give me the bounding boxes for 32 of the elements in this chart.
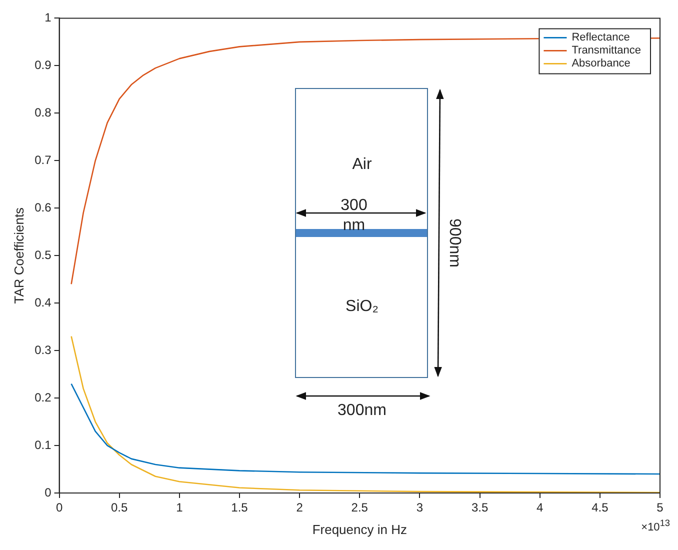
x-tick-label: 1.5 [231,500,248,515]
y-tick-label: 1 [44,10,52,25]
annotation: SiO₂ [344,298,380,316]
x-tick-label: 4.5 [592,500,609,515]
legend-label: Transmittance [572,44,642,57]
x-tick-label: 0 [56,500,63,515]
legend-label: Absorbance [572,58,630,70]
x-tick-label: 5 [656,500,664,515]
y-tick-label: 0.1 [34,438,52,452]
x-tick-label: 0.5 [111,500,128,515]
x-tick-label: 2.5 [351,500,368,515]
x-tick-label: 1 [176,500,184,515]
annotation: Air [351,156,373,174]
y-tick-label: 0.2 [34,390,52,404]
y-axis-title: TAR Coefficients [11,206,26,304]
y-tick-label: 0.7 [34,152,52,167]
y-tick-label: 0.5 [34,248,52,262]
x-tick-label: 3.5 [471,500,488,515]
y-tick-label: 0.3 [34,342,52,357]
y-tick-label: 0 [44,485,52,500]
y-tick-label: 0.9 [34,58,52,72]
x-axis-title: Frequency in Hz [312,522,407,537]
y-tick-label: 0.4 [34,295,52,310]
x-tick-label: 3 [416,500,424,515]
annotation: 300nm [336,402,388,420]
legend-label: Reflectance [572,32,630,44]
y-tick-label: 0.6 [34,200,52,214]
x-tick-label: 4 [536,500,544,515]
annotation: 900nm [445,218,463,270]
y-tick-label: 0.8 [34,105,52,120]
text: ×10$^{13}$ [641,518,670,534]
x-tick-label: 2 [296,500,304,515]
